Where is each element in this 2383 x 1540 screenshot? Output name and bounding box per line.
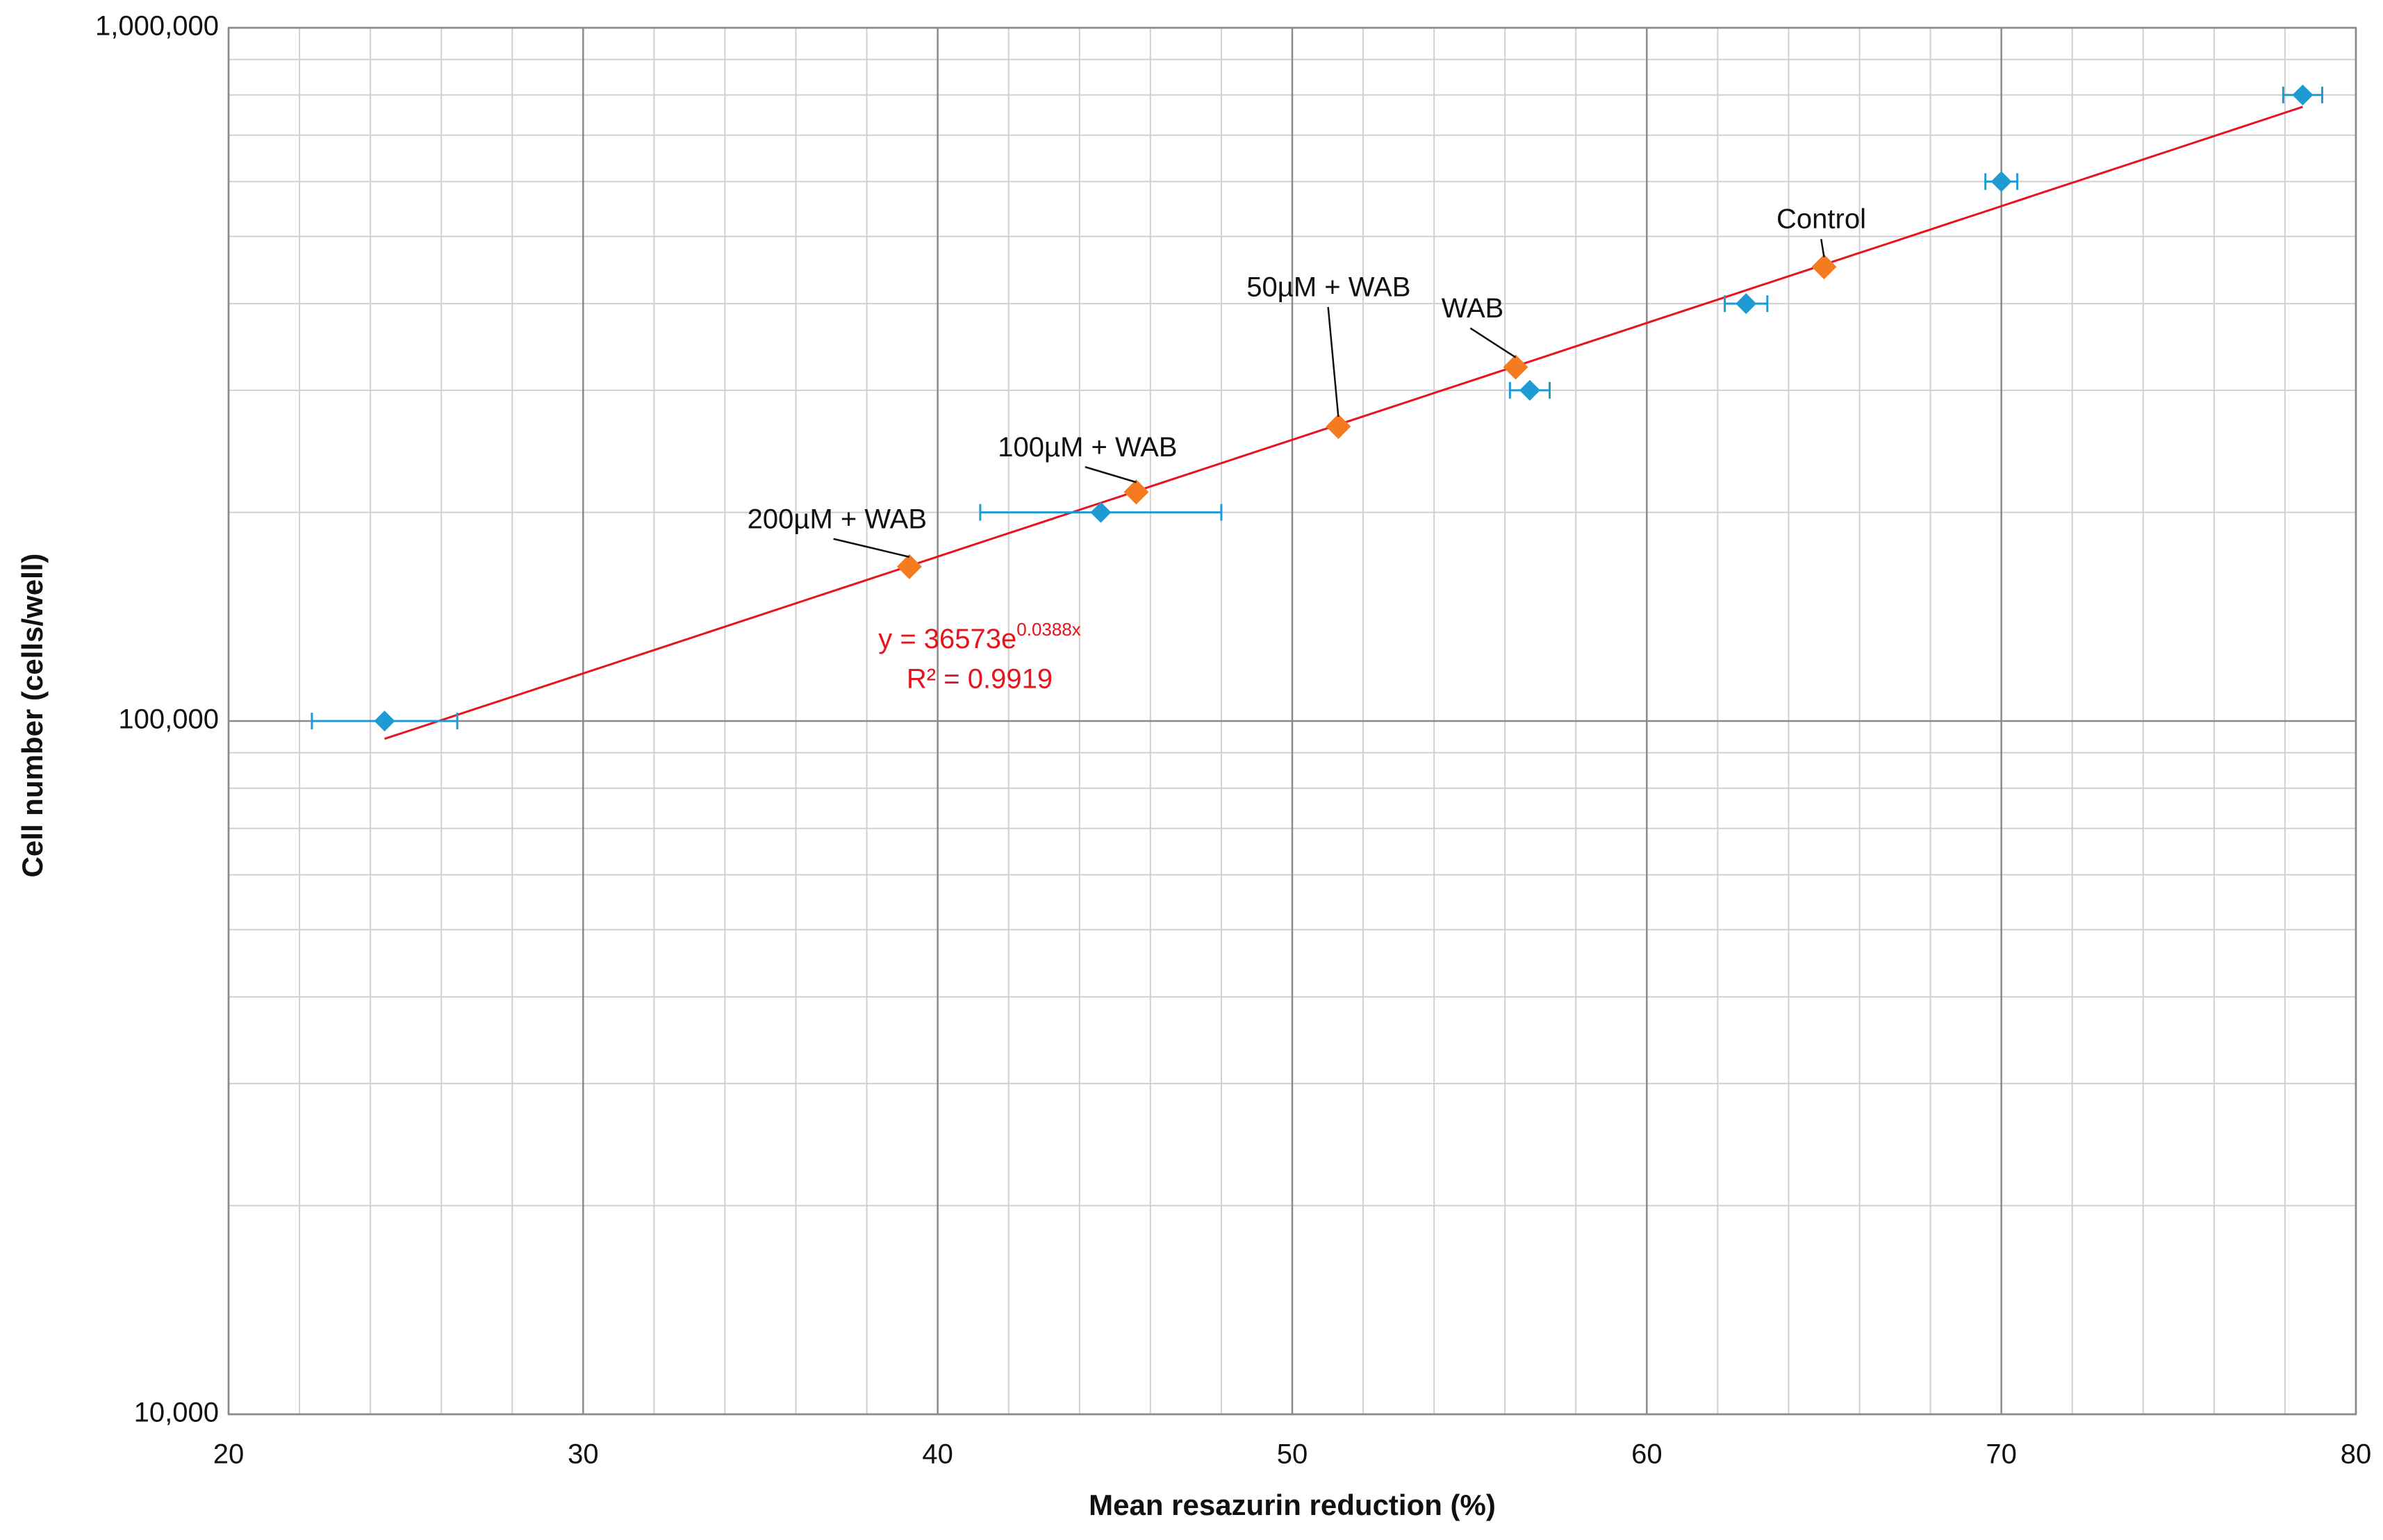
point <box>1090 502 1112 523</box>
x-tick-label: 50 <box>1277 1439 1308 1470</box>
x-tick-label: 20 <box>213 1439 245 1470</box>
x-tick-label: 80 <box>2341 1439 2372 1470</box>
plot-frame <box>227 26 2357 1416</box>
x-tick-label: 30 <box>568 1439 599 1470</box>
label-leader <box>1085 466 1137 483</box>
equation-text: y = 36573e <box>878 624 1016 654</box>
y-tick-label: 100,000 <box>118 704 219 735</box>
label-leader <box>1820 238 1825 258</box>
point <box>1503 354 1528 380</box>
label-leader <box>1327 306 1339 417</box>
trendline-equation: y = 36573e0.0388x <box>878 619 1081 654</box>
point <box>1735 293 1757 315</box>
point-label: 100µM + WAB <box>998 432 1177 463</box>
label-leader <box>1469 327 1517 358</box>
point <box>1326 413 1351 439</box>
equation-exponent: 0.0388x <box>1016 619 1081 640</box>
point <box>2292 84 2314 106</box>
y-tick-label: 1,000,000 <box>95 11 219 42</box>
point <box>374 711 395 731</box>
y-axis-title: Cell number (cells/well) <box>16 554 49 878</box>
point <box>1990 171 2012 192</box>
trendline-r2: R² = 0.9919 <box>907 664 1053 695</box>
point <box>896 554 922 579</box>
label-leader <box>833 538 910 558</box>
y-tick-label: 10,000 <box>134 1398 219 1428</box>
x-tick-label: 40 <box>922 1439 953 1470</box>
point-label: Control <box>1776 204 1866 235</box>
point-label: WAB <box>1442 293 1504 324</box>
x-tick-label: 70 <box>1986 1439 2017 1470</box>
point-label: 50µM + WAB <box>1246 272 1410 303</box>
point <box>1811 254 1837 280</box>
point <box>1123 479 1149 505</box>
point-label: 200µM + WAB <box>748 504 927 534</box>
point <box>1519 379 1540 401</box>
x-axis-title: Mean resazurin reduction (%) <box>1089 1489 1496 1521</box>
x-tick-label: 60 <box>1631 1439 1663 1470</box>
